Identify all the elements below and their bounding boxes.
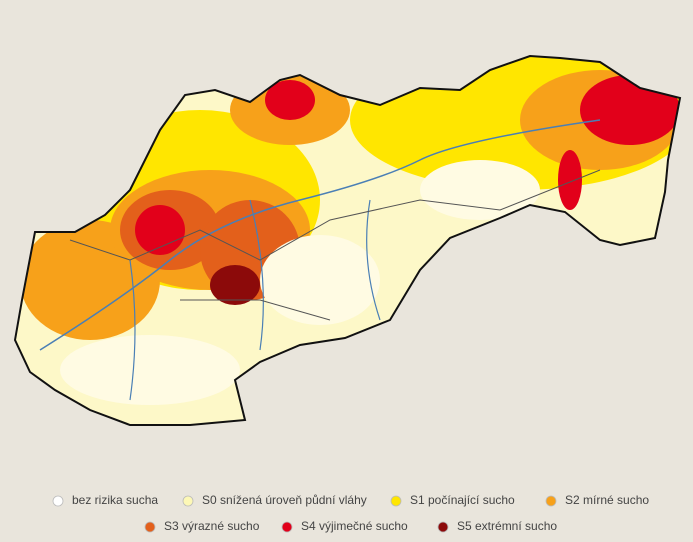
legend-swatch — [281, 521, 293, 533]
legend-swatch — [545, 495, 557, 507]
legend-label: bez rizika sucha — [72, 493, 158, 507]
legend-label: S5 extrémní sucho — [457, 519, 557, 533]
legend-item: S5 extrémní sucho — [437, 519, 557, 533]
legend-item: S0 snížená úroveň půdní vláhy — [182, 493, 367, 507]
legend-item: S3 výrazné sucho — [144, 519, 260, 533]
legend-label: S0 snížená úroveň půdní vláhy — [202, 493, 367, 507]
legend-swatch — [52, 495, 64, 507]
legend-swatch — [182, 495, 194, 507]
legend-item: S1 počínající sucho — [390, 493, 515, 507]
legend-label: S3 výrazné sucho — [164, 519, 260, 533]
legend-item: S2 mírné sucho — [545, 493, 649, 507]
legend-label: S2 mírné sucho — [565, 493, 649, 507]
legend-swatch — [390, 495, 402, 507]
legend-swatch — [144, 521, 156, 533]
legend-swatch — [437, 521, 449, 533]
drought-map — [15, 56, 680, 425]
legend-item: S4 výjimečné sucho — [281, 519, 408, 533]
legend-label: S1 počínající sucho — [410, 493, 515, 507]
country-border — [13, 54, 682, 426]
legend-label: S4 výjimečné sucho — [301, 519, 408, 533]
legend: bez rizika sucha S0 snížená úroveň půdní … — [52, 493, 649, 533]
legend-item: bez rizika sucha — [52, 493, 158, 507]
